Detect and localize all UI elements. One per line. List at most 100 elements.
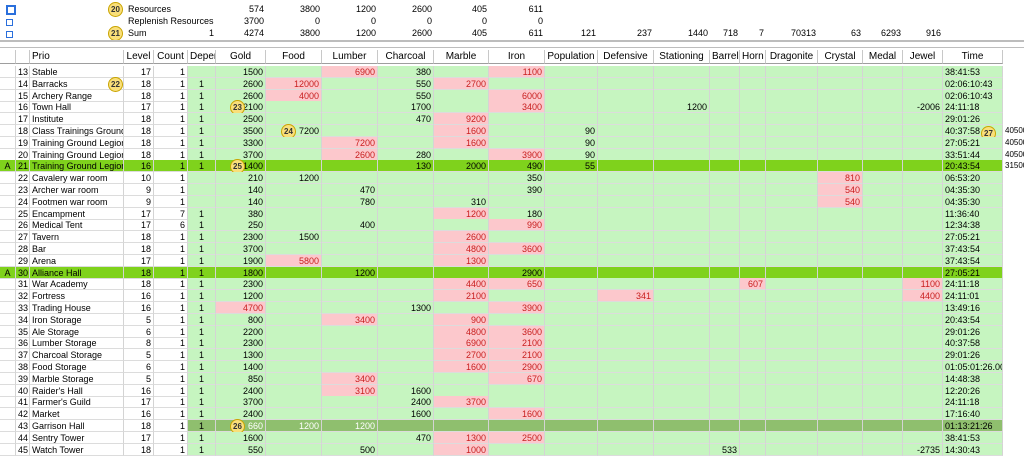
- dep-cell[interactable]: [188, 196, 216, 208]
- jewel-cell[interactable]: [903, 373, 943, 385]
- charcoal-cell[interactable]: [378, 361, 434, 373]
- population-cell[interactable]: [545, 444, 598, 456]
- extra-cell[interactable]: [1003, 231, 1024, 243]
- summary-label[interactable]: Replenish Resources: [128, 16, 214, 26]
- name-cell[interactable]: Ale Storage: [30, 326, 124, 338]
- marble-cell[interactable]: 2700: [434, 349, 489, 361]
- summary-label[interactable]: Sum: [128, 28, 147, 38]
- crystal-cell[interactable]: [818, 278, 863, 290]
- lumber-cell[interactable]: [322, 160, 378, 172]
- jewel-cell[interactable]: [903, 196, 943, 208]
- summary-charcoal-cell[interactable]: 2600: [411, 4, 432, 14]
- jewel-cell[interactable]: [903, 349, 943, 361]
- marble-cell[interactable]: [434, 408, 489, 420]
- time-cell[interactable]: 24:11:18: [943, 396, 1003, 408]
- crystal-cell[interactable]: [818, 349, 863, 361]
- medal-cell[interactable]: [863, 361, 903, 373]
- defensive-cell[interactable]: [598, 172, 654, 184]
- medal-cell[interactable]: [863, 349, 903, 361]
- dragonite-cell[interactable]: [766, 125, 818, 137]
- jewel-cell[interactable]: [903, 172, 943, 184]
- n-cell[interactable]: 15: [16, 90, 30, 102]
- medal-cell[interactable]: [863, 113, 903, 125]
- horn-cell[interactable]: [740, 137, 766, 149]
- medal-cell[interactable]: [863, 172, 903, 184]
- level-cell[interactable]: 18: [124, 243, 154, 255]
- charcoal-cell[interactable]: [378, 337, 434, 349]
- gold-cell[interactable]: 2400: [216, 408, 266, 420]
- marble-cell[interactable]: 900: [434, 314, 489, 326]
- iron-cell[interactable]: 390: [489, 184, 545, 196]
- marble-cell[interactable]: 3700: [434, 396, 489, 408]
- dep-cell[interactable]: 1: [188, 255, 216, 267]
- count-cell[interactable]: 6: [154, 219, 188, 231]
- extra-cell[interactable]: [1003, 219, 1024, 231]
- count-cell[interactable]: 7: [154, 208, 188, 220]
- count-cell[interactable]: 1: [154, 78, 188, 90]
- jewel-cell[interactable]: [903, 219, 943, 231]
- barrel-cell[interactable]: [710, 160, 740, 172]
- crystal-cell[interactable]: [818, 420, 863, 432]
- dep-cell[interactable]: 1: [188, 113, 216, 125]
- charcoal-cell[interactable]: 130: [378, 160, 434, 172]
- level-cell[interactable]: 18: [124, 125, 154, 137]
- column-header-stationing[interactable]: Stationing: [654, 50, 710, 64]
- n-cell[interactable]: 32: [16, 290, 30, 302]
- extra-cell[interactable]: [1003, 267, 1024, 279]
- name-cell[interactable]: Town Hall: [30, 101, 124, 113]
- summary-lumber-cell[interactable]: 1200: [355, 4, 376, 14]
- charcoal-cell[interactable]: [378, 278, 434, 290]
- time-cell[interactable]: 27:05:21: [943, 231, 1003, 243]
- count-cell[interactable]: 1: [154, 290, 188, 302]
- defensive-cell[interactable]: [598, 196, 654, 208]
- crystal-cell[interactable]: [818, 78, 863, 90]
- medal-cell[interactable]: [863, 373, 903, 385]
- name-cell[interactable]: Farmer's Guild: [30, 396, 124, 408]
- dragonite-cell[interactable]: [766, 444, 818, 456]
- population-cell[interactable]: [545, 78, 598, 90]
- n-cell[interactable]: 17: [16, 113, 30, 125]
- time-cell[interactable]: 20:43:54: [943, 314, 1003, 326]
- horn-cell[interactable]: [740, 420, 766, 432]
- medal-cell[interactable]: [863, 137, 903, 149]
- n-cell[interactable]: 13: [16, 66, 30, 78]
- building-row[interactable]: 18 Class Trainings Grounds 18 1 1 3500 7200 160…: [0, 125, 1024, 137]
- population-cell[interactable]: [545, 396, 598, 408]
- column-header-time[interactable]: Time: [943, 50, 1003, 64]
- food-cell[interactable]: [266, 361, 322, 373]
- stationing-cell[interactable]: [654, 349, 710, 361]
- a-cell[interactable]: [0, 396, 16, 408]
- gold-cell[interactable]: 2300: [216, 278, 266, 290]
- medal-cell[interactable]: [863, 243, 903, 255]
- count-cell[interactable]: 1: [154, 255, 188, 267]
- level-cell[interactable]: 6: [124, 361, 154, 373]
- barrel-cell[interactable]: [710, 408, 740, 420]
- n-cell[interactable]: 18: [16, 125, 30, 137]
- count-cell[interactable]: 1: [154, 125, 188, 137]
- charcoal-cell[interactable]: [378, 125, 434, 137]
- defensive-cell[interactable]: [598, 255, 654, 267]
- n-cell[interactable]: 41: [16, 396, 30, 408]
- lumber-cell[interactable]: [322, 172, 378, 184]
- defensive-cell[interactable]: [598, 408, 654, 420]
- count-cell[interactable]: 1: [154, 373, 188, 385]
- food-cell[interactable]: [266, 396, 322, 408]
- extra-cell[interactable]: 40500: [1003, 137, 1024, 149]
- summary-iron-cell[interactable]: 611: [528, 28, 543, 38]
- count-cell[interactable]: 1: [154, 243, 188, 255]
- barrel-cell[interactable]: [710, 337, 740, 349]
- dep-cell[interactable]: 1: [188, 290, 216, 302]
- extra-cell[interactable]: 31500: [1003, 160, 1024, 172]
- stationing-cell[interactable]: [654, 290, 710, 302]
- marble-cell[interactable]: 1300: [434, 432, 489, 444]
- column-header-marble[interactable]: Marble: [434, 50, 489, 64]
- stationing-cell[interactable]: [654, 160, 710, 172]
- charcoal-cell[interactable]: [378, 137, 434, 149]
- extra-cell[interactable]: [1003, 337, 1024, 349]
- food-cell[interactable]: [266, 349, 322, 361]
- iron-cell[interactable]: [489, 255, 545, 267]
- dep-cell[interactable]: 1: [188, 408, 216, 420]
- jewel-cell[interactable]: [903, 125, 943, 137]
- crystal-cell[interactable]: [818, 219, 863, 231]
- level-cell[interactable]: 16: [124, 385, 154, 397]
